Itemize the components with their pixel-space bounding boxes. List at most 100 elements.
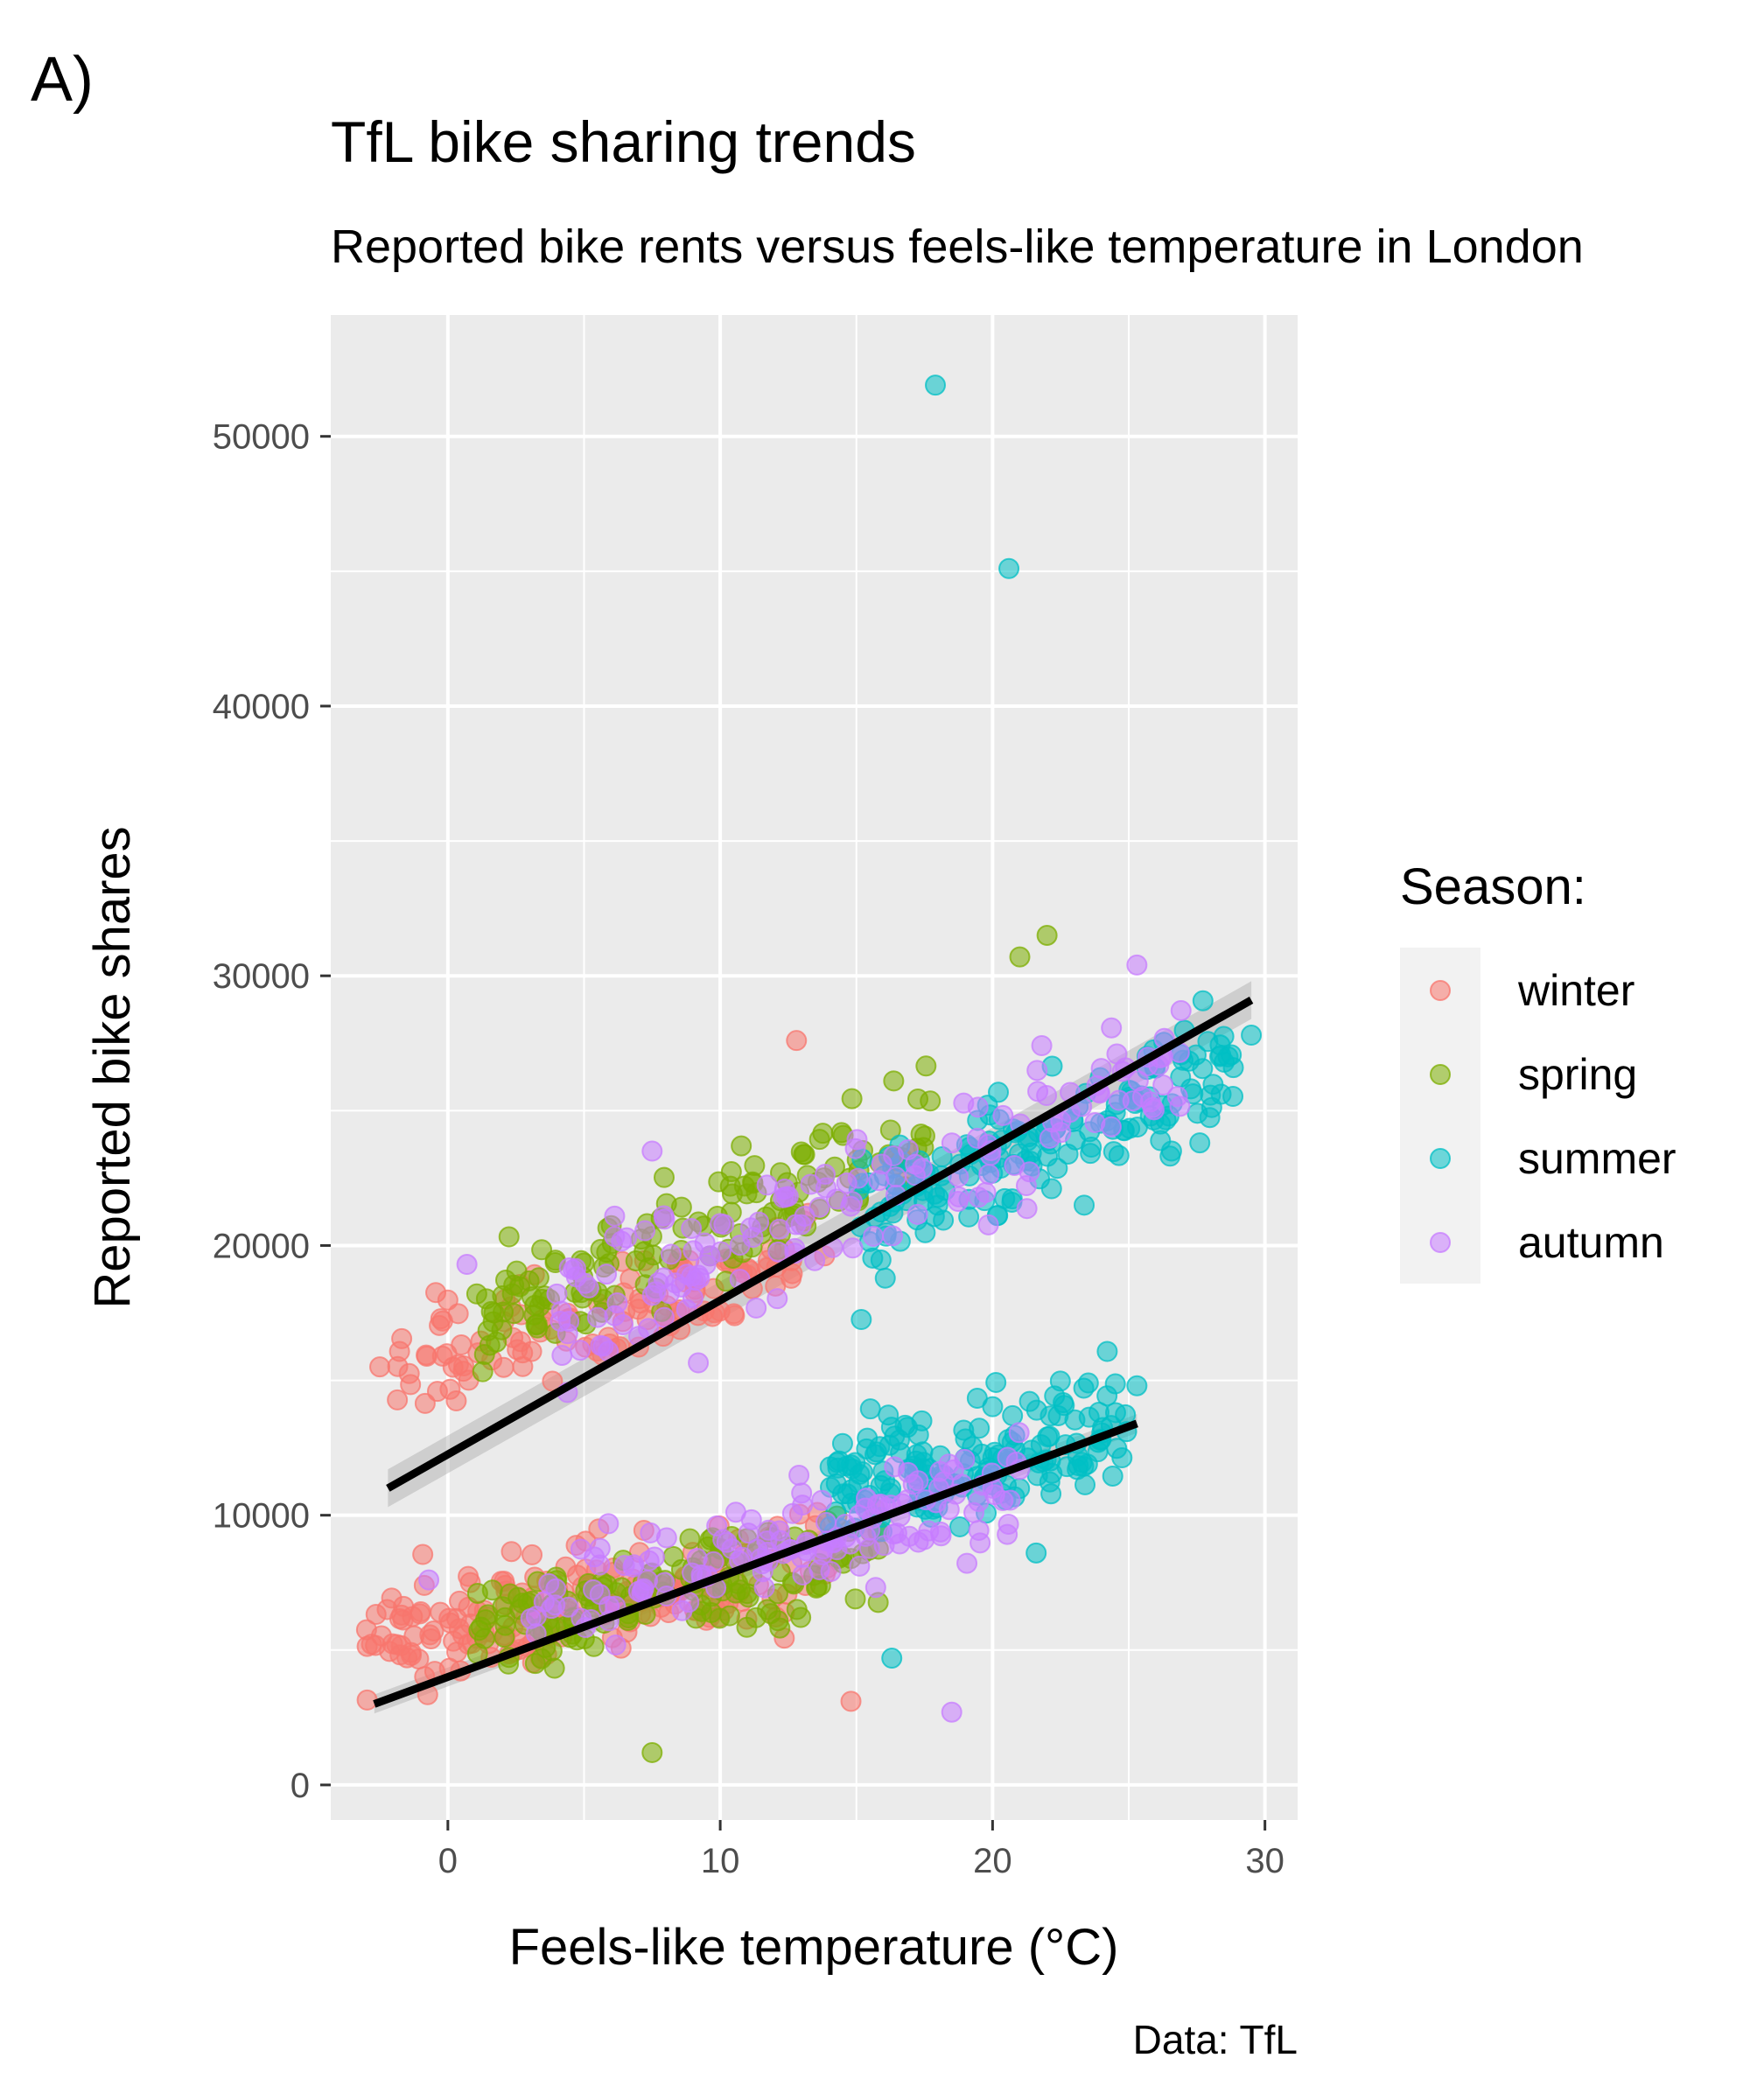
trend-lines xyxy=(373,997,1254,1708)
data-point-autumn xyxy=(533,1591,555,1613)
data-point-autumn xyxy=(942,1459,964,1480)
data-point-summer xyxy=(878,1404,900,1426)
data-point-autumn xyxy=(864,1577,886,1599)
data-point-autumn xyxy=(1015,1175,1037,1197)
data-point-summer xyxy=(1104,1373,1126,1395)
data-point-autumn xyxy=(706,1515,728,1536)
data-point-spring xyxy=(736,1616,758,1638)
data-point-autumn xyxy=(753,1577,775,1599)
data-point-summer xyxy=(826,1452,848,1474)
data-point-summer xyxy=(1108,1144,1130,1166)
caption: Data: TfL xyxy=(1133,2017,1298,2062)
x-tick-label: 20 xyxy=(973,1842,1012,1880)
data-point-summer xyxy=(982,1396,1004,1418)
data-point-autumn xyxy=(906,1203,928,1225)
data-point-autumn xyxy=(546,1283,568,1305)
data-point-summer xyxy=(1049,1370,1071,1392)
data-point-autumn xyxy=(1039,1127,1060,1149)
data-point-summer xyxy=(1241,1025,1263,1046)
legend-key-winter xyxy=(1430,980,1451,1001)
data-point-summer xyxy=(1096,1340,1118,1362)
data-point-autumn xyxy=(1169,1096,1191,1117)
data-point-autumn xyxy=(767,1241,789,1263)
x-tick-label: 30 xyxy=(1245,1842,1284,1880)
data-point-spring xyxy=(524,1653,546,1675)
data-point-spring xyxy=(812,1123,834,1144)
data-point-autumn xyxy=(902,1474,924,1495)
data-point-autumn xyxy=(724,1502,746,1523)
data-point-spring xyxy=(744,1155,766,1177)
data-point-autumn xyxy=(914,1529,935,1550)
data-point-autumn xyxy=(1031,1034,1053,1056)
data-point-summer xyxy=(1221,1044,1242,1066)
data-point-autumn xyxy=(688,1352,710,1374)
data-point-winter xyxy=(780,1267,802,1289)
data-point-summer xyxy=(955,1428,976,1450)
x-tick-label: 0 xyxy=(438,1842,458,1880)
data-point-spring xyxy=(468,1620,490,1642)
data-point-summer xyxy=(969,1418,990,1439)
data-point-summer xyxy=(850,1309,872,1331)
data-point-spring xyxy=(721,1183,743,1205)
trend-line-1 xyxy=(386,997,1254,1492)
data-point-winter xyxy=(522,1544,543,1565)
data-point-autumn xyxy=(644,1546,666,1568)
data-point-autumn xyxy=(641,1140,663,1162)
data-point-spring xyxy=(731,1135,752,1157)
chart-title: TfL bike sharing trends xyxy=(331,109,916,174)
legend-key-summer xyxy=(1430,1148,1451,1169)
data-point-spring xyxy=(494,1627,515,1648)
data-point-summer xyxy=(1189,1132,1211,1154)
data-point-winter xyxy=(447,1303,469,1325)
data-point-summer xyxy=(925,374,947,396)
axes: 0 10 20 30 0 10000 20000 30000 40000 50000 xyxy=(213,418,1284,1880)
trend-line-2 xyxy=(373,1419,1138,1708)
y-tick-label: 10000 xyxy=(213,1497,310,1536)
data-point-spring xyxy=(486,1331,508,1353)
y-tick-label: 20000 xyxy=(213,1227,310,1265)
panel-tag: A) xyxy=(31,45,94,115)
data-point-autumn xyxy=(1016,1198,1038,1220)
data-point-spring xyxy=(498,1226,520,1248)
data-point-summer xyxy=(985,1371,1007,1393)
data-point-autumn xyxy=(968,1519,990,1541)
data-point-spring xyxy=(472,1361,494,1382)
data-point-summer xyxy=(849,1463,871,1485)
data-point-summer xyxy=(859,1398,881,1420)
data-point-autumn xyxy=(596,1264,618,1285)
data-point-spring xyxy=(480,1300,502,1322)
data-point-summer xyxy=(1071,1452,1093,1474)
data-point-autumn xyxy=(1170,999,1192,1021)
data-point-autumn xyxy=(947,1191,969,1213)
y-tick-label: 50000 xyxy=(213,418,310,457)
data-point-autumn xyxy=(871,1153,892,1175)
data-point-summer xyxy=(998,557,1020,579)
data-point-autumn xyxy=(742,1227,764,1249)
data-point-autumn xyxy=(613,1555,635,1577)
data-point-summer xyxy=(1077,1372,1099,1394)
data-point-winter xyxy=(420,1628,442,1650)
data-point-summer xyxy=(1192,990,1214,1012)
data-point-winter xyxy=(360,1634,382,1656)
data-point-summer xyxy=(831,1432,853,1454)
data-point-winter xyxy=(426,1381,448,1403)
data-point-autumn xyxy=(557,1596,579,1618)
data-point-summer xyxy=(1037,1145,1059,1167)
data-point-autumn xyxy=(550,1300,572,1322)
data-point-autumn xyxy=(654,1306,676,1328)
data-point-autumn xyxy=(655,1527,677,1549)
legend: Season: winter spring summer autumn xyxy=(1400,858,1676,1284)
data-point-winter xyxy=(388,1607,410,1629)
data-point-autumn xyxy=(633,1578,654,1600)
data-point-winter xyxy=(391,1327,413,1349)
data-point-autumn xyxy=(634,1220,656,1242)
data-point-autumn xyxy=(660,1243,682,1265)
data-point-autumn xyxy=(1126,954,1148,976)
legend-items: winter spring summer autumn xyxy=(1430,966,1676,1267)
data-point-summer xyxy=(1057,1143,1079,1165)
data-point-summer xyxy=(912,1441,934,1463)
data-point-autumn xyxy=(847,1167,869,1189)
data-point-spring xyxy=(525,1314,547,1336)
y-tick-label: 0 xyxy=(290,1767,310,1805)
data-point-autumn xyxy=(418,1569,440,1591)
